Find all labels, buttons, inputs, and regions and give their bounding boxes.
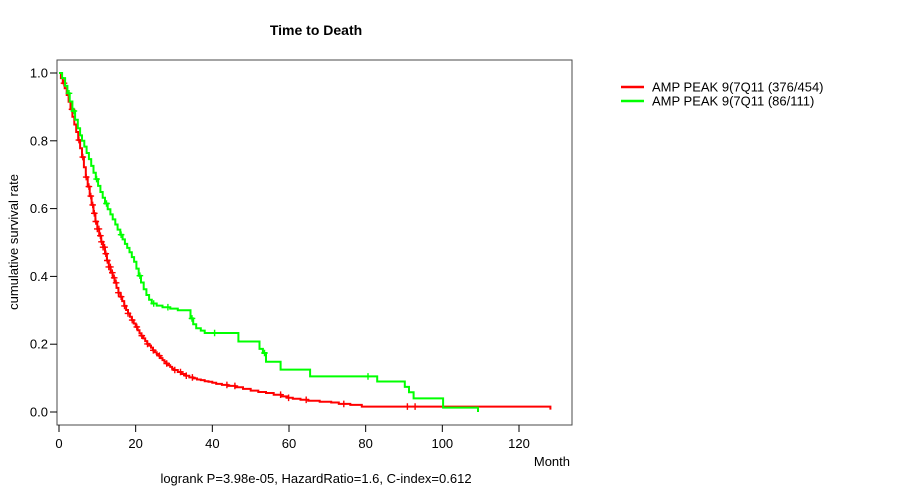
y-tick-label: 0.4 bbox=[30, 269, 48, 284]
y-axis-label: cumulative survival rate bbox=[6, 174, 21, 310]
x-tick-label: 40 bbox=[205, 436, 219, 451]
series-curve-1 bbox=[59, 72, 479, 412]
legend: AMP PEAK 9(7Q11 (376/454)AMP PEAK 9(7Q11… bbox=[621, 80, 824, 109]
x-tick-label: 120 bbox=[508, 436, 530, 451]
legend-label: AMP PEAK 9(7Q11 (376/454) bbox=[652, 80, 824, 95]
legend-label: AMP PEAK 9(7Q11 (86/111) bbox=[652, 94, 814, 109]
series-censors-1 bbox=[65, 90, 372, 380]
x-tick-label: 60 bbox=[282, 436, 296, 451]
chart-title: Time to Death bbox=[270, 22, 362, 38]
y-tick-label: 1.0 bbox=[30, 66, 48, 81]
y-axis-ticks: 0.0 0.2 0.4 0.6 0.8 1.0 bbox=[30, 66, 57, 420]
series-layer bbox=[59, 72, 552, 412]
x-tick-label: 100 bbox=[431, 436, 453, 451]
series-curve-0 bbox=[59, 72, 552, 410]
y-tick-label: 0.2 bbox=[30, 337, 48, 352]
x-tick-label: 0 bbox=[55, 436, 62, 451]
x-tick-label: 80 bbox=[358, 436, 372, 451]
series-censors-0 bbox=[60, 79, 419, 410]
stats-caption: logrank P=3.98e-05, HazardRatio=1.6, C-i… bbox=[160, 471, 471, 486]
legend-item-1: AMP PEAK 9(7Q11 (86/111) bbox=[621, 94, 814, 109]
plot-box bbox=[56, 59, 573, 426]
x-axis-label: Month bbox=[534, 454, 570, 469]
y-tick-label: 0.6 bbox=[30, 201, 48, 216]
x-tick-label: 20 bbox=[128, 436, 142, 451]
x-axis-ticks: 0 20 40 60 80 100 120 bbox=[55, 425, 530, 451]
y-tick-label: 0.8 bbox=[30, 133, 48, 148]
y-tick-label: 0.0 bbox=[30, 405, 48, 420]
legend-item-0: AMP PEAK 9(7Q11 (376/454) bbox=[621, 80, 824, 95]
